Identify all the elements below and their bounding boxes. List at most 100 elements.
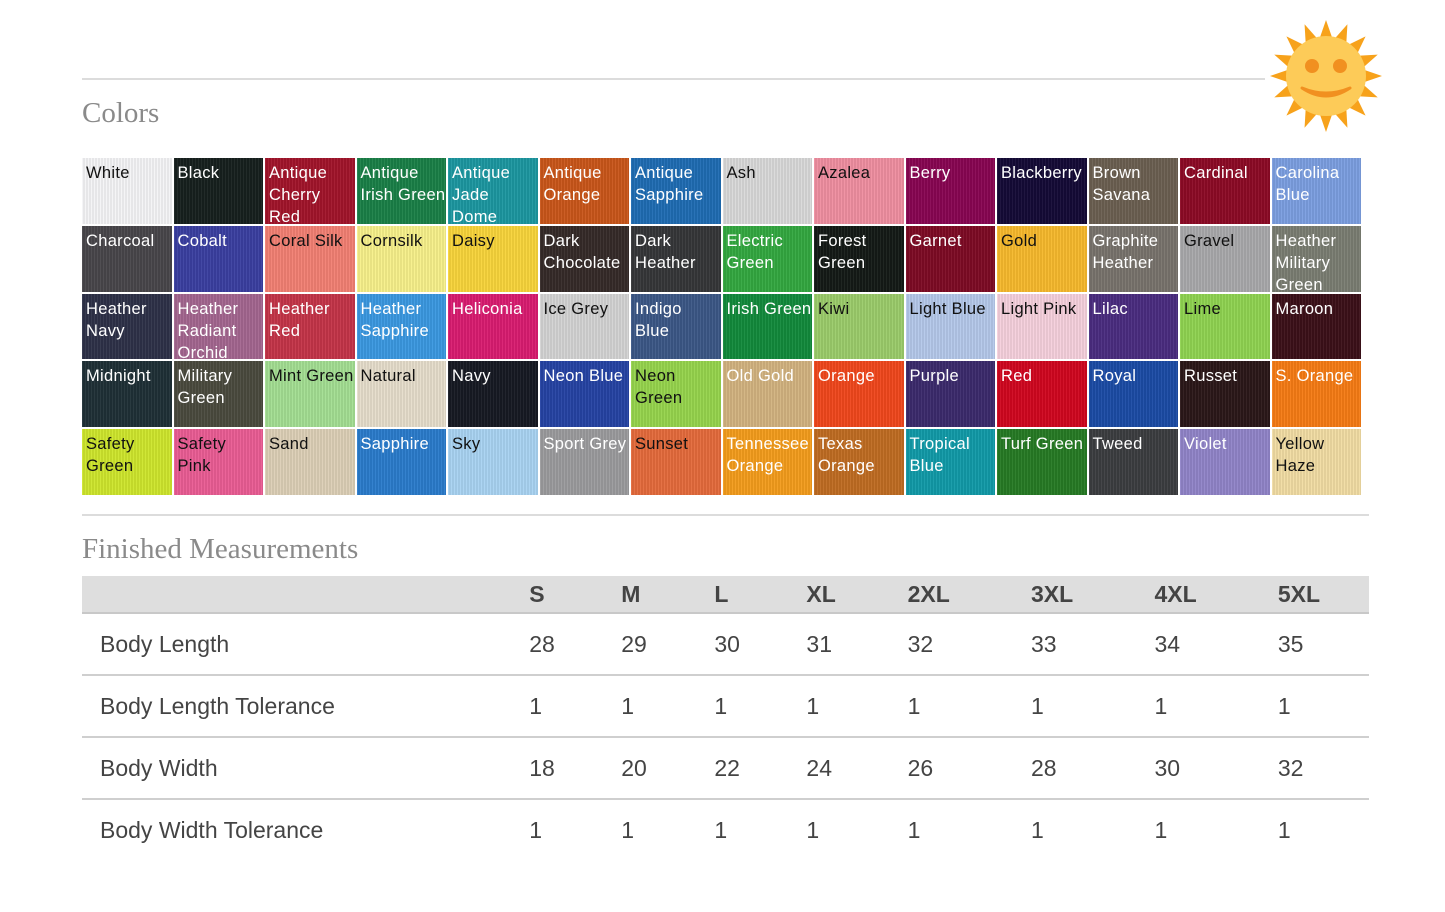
measurement-value: 30 xyxy=(714,630,740,657)
swatch-label: Cardinal xyxy=(1184,164,1248,182)
swatch-label: Sport Grey xyxy=(543,435,627,454)
color-swatch: Cardinal xyxy=(1180,158,1270,224)
header-blank xyxy=(82,576,529,613)
sun-ray xyxy=(1286,97,1305,116)
swatch-label: Russet xyxy=(1184,367,1238,386)
swatch-label: Heather Radiant Orchid xyxy=(177,299,239,360)
swatch-label: Military Green xyxy=(177,367,233,408)
sun-ray xyxy=(1319,20,1333,39)
measurement-value: 33 xyxy=(1031,630,1057,657)
swatch-label: Daisy xyxy=(452,231,495,250)
measurement-value: 1 xyxy=(907,692,921,719)
color-swatch: Neon Green xyxy=(631,361,721,428)
swatch-label: Gold xyxy=(1001,231,1038,250)
swatch-label: Neon Blue xyxy=(543,367,624,386)
swatch-label: Tweed xyxy=(1092,435,1143,454)
swatch-label: Sand xyxy=(269,435,309,454)
swatch-label: Light Pink xyxy=(1001,299,1077,318)
measurement-value: 1 xyxy=(714,817,728,843)
swatch-label: Orange xyxy=(818,367,875,386)
swatch-label: Tennessee Orange xyxy=(726,435,810,476)
color-swatch-grid: White Black Antique Cherry Red Antique Iris… xyxy=(82,158,1361,495)
swatch-label: Ice Grey xyxy=(543,299,609,318)
swatch-label: Antique Orange xyxy=(543,164,602,204)
measurement-value: 1 xyxy=(1277,692,1291,719)
swatch-label: Heather Military Green xyxy=(1275,231,1337,292)
color-swatch: Black xyxy=(173,158,263,224)
color-swatch: Purple xyxy=(905,361,995,428)
measurements-title: Finished Measurements xyxy=(82,533,359,565)
swatch-label: Cornsilk xyxy=(360,231,423,250)
swatch-label: Turf Green xyxy=(1001,435,1084,454)
swatch-label: Dark Chocolate xyxy=(543,231,621,272)
measurement-value: 1 xyxy=(806,817,820,843)
color-swatch: Sand xyxy=(265,429,355,495)
measurement-value: 32 xyxy=(907,630,934,657)
color-swatch: Heather Radiant Orchid xyxy=(173,293,263,360)
color-swatch: Military Green xyxy=(173,361,263,428)
row-label: Body Width Tolerance xyxy=(100,817,324,843)
color-swatch: Neon Blue xyxy=(539,361,629,428)
swatch-label: Gravel xyxy=(1184,231,1235,250)
color-swatch: Irish Green xyxy=(722,293,812,360)
measurements-table: S M L XL 2XL 3XL 4XL 5XL Body Length 28 29 30 31 32 3… xyxy=(82,576,1369,861)
measurement-value: 28 xyxy=(529,630,555,657)
color-swatch: Red xyxy=(997,361,1087,428)
color-swatch: Orange xyxy=(814,361,904,428)
measurement-value: 34 xyxy=(1154,630,1181,657)
size-header: M xyxy=(621,580,641,607)
swatch-label: Coral Silk xyxy=(269,231,343,250)
swatch-label: Royal xyxy=(1092,367,1137,386)
sun-ray xyxy=(1319,113,1333,132)
sun-ray xyxy=(1363,69,1382,83)
color-swatch: Cobalt xyxy=(173,225,263,292)
table-row: Body Length 28 29 30 31 32 33 34 35 xyxy=(82,613,1369,675)
swatch-label: Texas Orange xyxy=(818,435,875,476)
measurement-value: 20 xyxy=(621,754,647,781)
color-swatch: Heather Navy xyxy=(82,293,172,360)
measurement-value: 35 xyxy=(1277,630,1304,657)
color-swatch: Carolina Blue xyxy=(1271,158,1361,224)
measurement-value: 28 xyxy=(1031,754,1057,781)
size-header: 3XL xyxy=(1031,580,1074,607)
color-swatch: Safety Green xyxy=(82,429,172,495)
swatch-label: Indigo Blue xyxy=(635,299,682,340)
color-swatch: Safety Pink xyxy=(173,429,263,495)
color-swatch: Brown Savana xyxy=(1088,158,1178,224)
swatch-label: Neon Green xyxy=(635,367,683,408)
color-swatch: Cornsilk xyxy=(356,225,446,292)
measurement-value: 1 xyxy=(1031,692,1044,719)
swatch-label: Antique Jade Dome xyxy=(452,164,511,224)
color-swatch: Lime xyxy=(1180,293,1270,360)
swatch-label: Sky xyxy=(452,435,481,454)
color-swatch: Maroon xyxy=(1271,293,1361,360)
colors-title: Colors xyxy=(82,97,160,129)
table-row: Body Length Tolerance 1 1 1 1 1 1 1 1 xyxy=(82,675,1369,737)
row-label: Body Length xyxy=(100,630,230,657)
color-swatch: Daisy xyxy=(448,225,538,292)
swatch-label: Blackberry xyxy=(1001,164,1082,182)
swatch-label: Sapphire xyxy=(360,435,429,454)
measurement-value: 22 xyxy=(714,754,740,781)
color-swatch: Antique Irish Green xyxy=(356,158,446,224)
swatch-label: Antique Sapphire xyxy=(635,164,704,204)
size-header: 4XL xyxy=(1154,580,1197,607)
color-swatch: Lilac xyxy=(1088,293,1178,360)
swatch-label: Ash xyxy=(726,164,756,182)
color-swatch: Coral Silk xyxy=(265,225,355,292)
table-row: Body Width 18 20 22 24 26 28 30 32 xyxy=(82,737,1369,799)
swatch-label: Tropical Blue xyxy=(909,435,970,476)
swatch-label: Forest Green xyxy=(818,231,867,272)
color-swatch: Old Gold xyxy=(722,361,812,428)
sun-ray xyxy=(1347,97,1366,116)
row-label: Body Width xyxy=(100,754,218,781)
measurement-value: 1 xyxy=(621,692,635,719)
measurement-value: 31 xyxy=(806,630,832,657)
measurement-value: 24 xyxy=(806,754,832,781)
measurement-value: 1 xyxy=(907,817,921,843)
swatch-label: Sunset xyxy=(635,435,689,454)
measurement-value: 32 xyxy=(1277,754,1304,781)
color-swatch: Gravel xyxy=(1180,225,1270,292)
color-swatch: Mint Green xyxy=(265,361,355,428)
swatch-label: Yellow Haze xyxy=(1275,435,1325,476)
